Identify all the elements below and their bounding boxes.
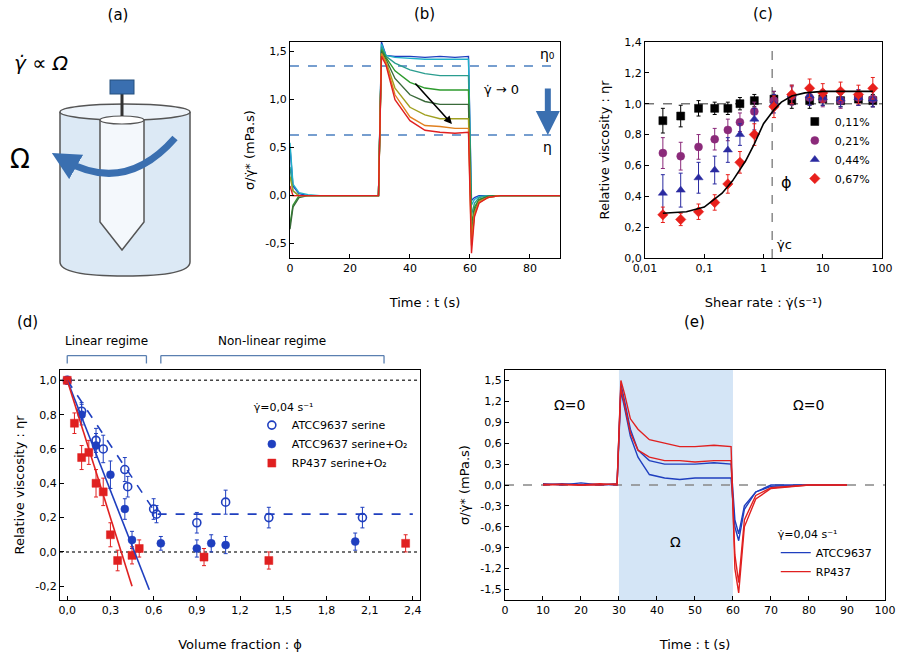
svg-text:0,3: 0,3 — [102, 604, 120, 617]
svg-text:Relative viscosity : ηr: Relative viscosity : ηr — [597, 80, 612, 220]
svg-text:η: η — [543, 139, 552, 155]
svg-text:(d): (d) — [17, 313, 38, 331]
svg-text:10: 10 — [536, 604, 550, 617]
svg-text:1,2: 1,2 — [624, 67, 642, 80]
svg-text:η₀: η₀ — [540, 46, 555, 62]
svg-text:0,9: 0,9 — [484, 416, 502, 429]
svg-text:0,44%: 0,44% — [835, 154, 870, 167]
svg-text:80: 80 — [802, 604, 816, 617]
svg-text:0,67%: 0,67% — [835, 173, 870, 186]
svg-text:0,9: 0,9 — [188, 604, 206, 617]
svg-text:100: 100 — [874, 604, 895, 617]
svg-text:γ̇c: γ̇c — [777, 237, 792, 252]
svg-text:γ̇=0,04 s⁻¹: γ̇=0,04 s⁻¹ — [778, 528, 838, 541]
svg-text:80: 80 — [523, 262, 537, 275]
svg-text:RP437: RP437 — [816, 566, 851, 579]
svg-text:0,5: 0,5 — [269, 141, 287, 154]
svg-text:-0,2: -0,2 — [35, 580, 56, 593]
svg-text:60: 60 — [726, 604, 740, 617]
svg-text:0,8: 0,8 — [39, 408, 57, 421]
svg-text:-1,5: -1,5 — [480, 583, 501, 596]
svg-text:0,6: 0,6 — [484, 437, 502, 450]
svg-text:1,0: 1,0 — [39, 374, 57, 387]
svg-text:γ̇ → 0: γ̇ → 0 — [484, 82, 519, 97]
svg-text:0,0: 0,0 — [58, 604, 76, 617]
svg-text:Ω: Ω — [670, 534, 681, 550]
svg-text:0,3: 0,3 — [484, 458, 502, 471]
svg-text:1,5: 1,5 — [484, 374, 502, 387]
svg-text:0,8: 0,8 — [624, 128, 642, 141]
svg-text:0,4: 0,4 — [624, 190, 642, 203]
svg-text:1,5: 1,5 — [269, 45, 287, 58]
svg-text:1,2: 1,2 — [484, 395, 502, 408]
svg-text:60: 60 — [463, 262, 477, 275]
svg-text:(b): (b) — [414, 5, 435, 23]
svg-text:0,0: 0,0 — [624, 252, 642, 265]
svg-text:20: 20 — [343, 262, 357, 275]
svg-text:γ̇ ∝ Ω: γ̇ ∝ Ω — [14, 51, 69, 75]
svg-text:(e): (e) — [684, 313, 705, 331]
svg-text:Linear regime: Linear regime — [65, 334, 148, 348]
svg-text:0: 0 — [501, 604, 508, 617]
svg-text:Ω=0: Ω=0 — [793, 397, 824, 413]
svg-text:0,6: 0,6 — [145, 604, 163, 617]
svg-text:-0,3: -0,3 — [480, 500, 501, 513]
svg-text:40: 40 — [403, 262, 417, 275]
svg-text:1,5: 1,5 — [274, 604, 292, 617]
svg-text:γ̇=0,04 s⁻¹: γ̇=0,04 s⁻¹ — [254, 401, 314, 414]
svg-text:-0,6: -0,6 — [480, 521, 501, 534]
svg-text:100: 100 — [872, 262, 893, 275]
svg-text:Time : t (s): Time : t (s) — [659, 637, 731, 652]
svg-text:0,0: 0,0 — [269, 189, 287, 202]
svg-text:30: 30 — [612, 604, 626, 617]
svg-text:0: 0 — [286, 262, 293, 275]
svg-text:Shear rate : γ̇(s⁻¹): Shear rate : γ̇(s⁻¹) — [705, 295, 823, 310]
svg-text:-0,9: -0,9 — [480, 542, 501, 555]
svg-text:0,2: 0,2 — [39, 511, 57, 524]
svg-text:0,0: 0,0 — [39, 546, 57, 559]
svg-text:ATCC9637 serine: ATCC9637 serine — [292, 419, 386, 432]
svg-text:1,0: 1,0 — [269, 93, 287, 106]
svg-text:Volume fraction : ϕ: Volume fraction : ϕ — [178, 637, 302, 652]
svg-text:Ω=0: Ω=0 — [554, 397, 585, 413]
svg-text:1,0: 1,0 — [624, 98, 642, 111]
svg-text:40: 40 — [650, 604, 664, 617]
svg-text:1: 1 — [760, 262, 767, 275]
svg-text:σ/γ̇* (mPa.s): σ/γ̇* (mPa.s) — [457, 445, 472, 525]
svg-text:50: 50 — [688, 604, 702, 617]
svg-text:0,01: 0,01 — [633, 262, 658, 275]
svg-text:-0,5: -0,5 — [265, 237, 286, 250]
svg-text:Ω: Ω — [10, 144, 30, 174]
svg-text:10: 10 — [816, 262, 830, 275]
svg-text:Relative viscosity : ηr: Relative viscosity : ηr — [12, 415, 27, 555]
svg-text:0,4: 0,4 — [39, 477, 57, 490]
svg-text:0,21%: 0,21% — [835, 135, 870, 148]
svg-text:RP437 serine+O₂: RP437 serine+O₂ — [292, 457, 387, 470]
svg-text:0,2: 0,2 — [624, 221, 642, 234]
svg-text:σ/γ̇* (mPa.s): σ/γ̇* (mPa.s) — [242, 110, 257, 190]
svg-text:1,8: 1,8 — [318, 604, 336, 617]
svg-text:20: 20 — [574, 604, 588, 617]
svg-text:70: 70 — [764, 604, 778, 617]
svg-text:2,4: 2,4 — [404, 604, 422, 617]
svg-text:ϕ: ϕ — [781, 173, 792, 192]
svg-text:ATCC9637: ATCC9637 — [816, 547, 872, 560]
svg-text:(a): (a) — [108, 6, 129, 24]
svg-text:0,1: 0,1 — [696, 262, 714, 275]
svg-text:(c): (c) — [753, 5, 773, 23]
svg-text:0,0: 0,0 — [484, 479, 502, 492]
svg-text:0,6: 0,6 — [624, 159, 642, 172]
svg-text:0,11%: 0,11% — [835, 116, 870, 129]
svg-text:1,2: 1,2 — [231, 604, 249, 617]
svg-text:ATCC9637 serine+O₂: ATCC9637 serine+O₂ — [292, 438, 408, 451]
svg-text:Time : t (s): Time : t (s) — [389, 295, 461, 310]
svg-text:Non-linear regime: Non-linear regime — [218, 334, 326, 348]
svg-text:-1,2: -1,2 — [480, 562, 501, 575]
svg-text:0,6: 0,6 — [39, 443, 57, 456]
svg-text:90: 90 — [840, 604, 854, 617]
svg-text:1,4: 1,4 — [624, 36, 642, 49]
svg-text:2,1: 2,1 — [361, 604, 379, 617]
